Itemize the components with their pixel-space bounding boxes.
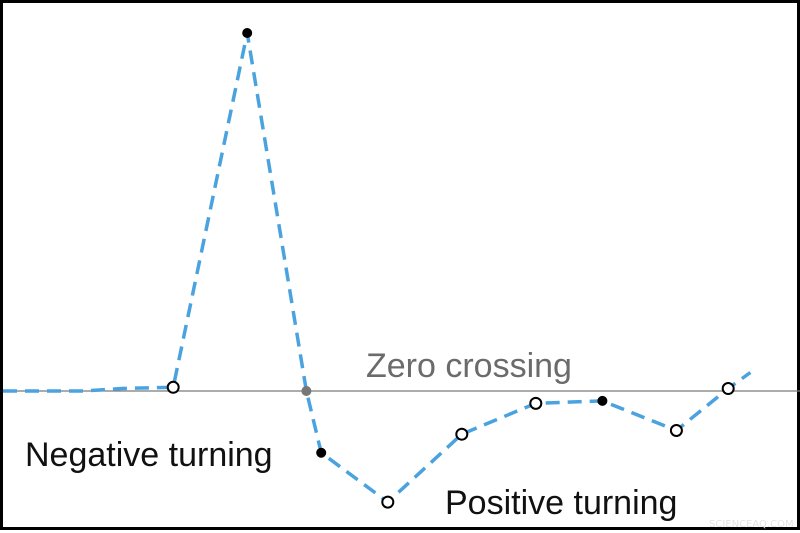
markers-group <box>166 28 735 509</box>
open-point-marker <box>381 495 395 509</box>
open-point-marker <box>455 427 469 441</box>
filled-point-marker <box>242 28 253 38</box>
zero-crossing-label: Zero crossing <box>366 347 572 385</box>
line-chart: Zero crossing Negative turning Positive … <box>3 28 800 530</box>
watermark-text: SCIENCEAQ.COM <box>709 519 794 530</box>
open-point-marker <box>166 380 180 394</box>
filled-point-marker <box>316 447 327 458</box>
negative-turning-label: Negative turning <box>25 436 273 474</box>
series-line <box>3 32 752 505</box>
open-point-marker <box>721 382 735 396</box>
filled-point-marker <box>597 395 608 406</box>
open-point-marker <box>529 396 543 410</box>
zero-crossing-marker <box>301 386 312 396</box>
positive-turning-label: Positive turning <box>445 484 677 522</box>
open-point-marker <box>669 424 683 438</box>
